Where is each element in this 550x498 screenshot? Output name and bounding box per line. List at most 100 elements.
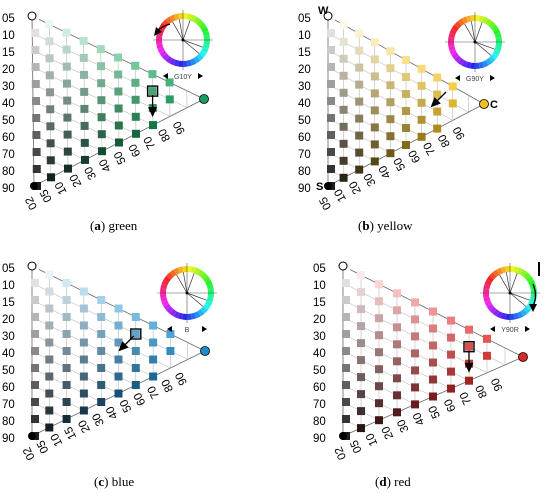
blackness-tick-label: 10 xyxy=(298,30,311,42)
hue-wheel-segment xyxy=(449,49,457,56)
panel-b: WSC0510152030405060708090051020304050607… xyxy=(298,5,505,212)
wheel-center xyxy=(473,40,477,44)
colour-swatch xyxy=(393,391,401,400)
hue-wheel-segment xyxy=(206,283,214,290)
colour-swatch xyxy=(447,367,455,376)
colour-swatch xyxy=(149,338,158,347)
colour-swatch xyxy=(370,55,379,64)
chromaticness-tick-label: 20 xyxy=(77,418,93,435)
hue-wheel-segment xyxy=(162,53,170,61)
hue-wheel-segment xyxy=(461,60,468,68)
hue-wheel-segment xyxy=(190,266,197,274)
hue-wheel-segment xyxy=(529,283,537,290)
colour-swatch xyxy=(79,287,88,296)
panel-a: 0510152030405060708090020510203040506070… xyxy=(2,10,213,211)
colour-swatch xyxy=(62,296,71,304)
hue-wheel-segment xyxy=(197,269,205,277)
grey-swatch xyxy=(342,347,350,355)
chromaticness-tick-label: 20 xyxy=(68,172,85,189)
hue-code-label: B xyxy=(185,327,190,334)
colour-swatch xyxy=(45,355,54,364)
black-apex-marker xyxy=(324,182,332,190)
colour-swatch xyxy=(393,323,401,332)
blackness-tick-label: 30 xyxy=(313,331,326,343)
colour-swatch xyxy=(417,132,426,141)
hue-wheel-segment xyxy=(203,303,211,311)
prev-hue-icon xyxy=(455,75,460,81)
next-hue-icon xyxy=(202,326,207,332)
hue-needle xyxy=(509,292,527,307)
grey-swatch xyxy=(32,165,41,173)
chromaticness-tick-label: 30 xyxy=(83,164,100,181)
white-apex-marker xyxy=(338,261,348,271)
grey-swatch xyxy=(342,398,350,406)
grid-line xyxy=(31,350,119,394)
colour-swatch xyxy=(339,37,348,46)
colour-swatch xyxy=(45,270,54,279)
hue-wheel-segment xyxy=(186,59,193,67)
colour-swatch xyxy=(411,400,419,409)
colour-swatch xyxy=(370,140,379,149)
chromaticness-tick-label: 90 xyxy=(451,124,468,141)
colour-swatch xyxy=(339,122,348,131)
colour-swatch xyxy=(357,322,365,331)
blackness-tick-label: 40 xyxy=(313,348,326,360)
blackness-tick-label: 70 xyxy=(2,399,15,411)
colour-swatch xyxy=(114,304,123,313)
colour-swatch xyxy=(46,139,55,148)
colour-swatch xyxy=(483,351,491,360)
hue-wheel-segment xyxy=(482,60,489,68)
colour-swatch xyxy=(149,355,158,364)
colour-swatch xyxy=(465,342,473,351)
colour-swatch xyxy=(79,389,88,398)
grey-swatch xyxy=(31,63,40,71)
colour-swatch xyxy=(148,87,157,96)
hue-needle xyxy=(179,19,184,41)
hue-wheel-segment xyxy=(496,311,503,319)
grid-line xyxy=(342,384,398,413)
apex-label-w: W xyxy=(318,5,329,17)
blackness-tick-label: 20 xyxy=(313,314,326,326)
grey-swatch xyxy=(342,279,350,287)
colour-swatch xyxy=(357,356,365,365)
colour-swatch xyxy=(131,112,140,121)
chromaticness-tick-label: 40 xyxy=(104,404,120,421)
blackness-tick-label: 50 xyxy=(2,365,15,377)
colour-swatch xyxy=(433,90,442,99)
colour-swatch xyxy=(417,81,426,90)
grey-swatch xyxy=(327,80,335,88)
colour-swatch xyxy=(339,139,348,148)
grey-swatch xyxy=(327,46,335,54)
colour-swatch xyxy=(339,88,348,97)
colour-swatch xyxy=(411,366,419,375)
colour-swatch xyxy=(45,71,54,80)
blackness-tick-label: 10 xyxy=(2,280,15,292)
blackness-tick-label: 15 xyxy=(298,47,311,59)
white-apex-marker xyxy=(27,261,37,271)
colour-swatch xyxy=(355,29,364,38)
colour-swatch xyxy=(447,350,455,359)
colour-swatch xyxy=(393,374,401,383)
colour-swatch xyxy=(62,279,71,287)
colour-swatch xyxy=(63,147,72,156)
colour-swatch xyxy=(80,70,88,79)
grey-swatch xyxy=(327,148,335,156)
colour-swatch xyxy=(62,398,71,406)
colour-swatch xyxy=(355,63,364,72)
black-apex-marker xyxy=(30,182,38,190)
blackness-tick-label: 90 xyxy=(298,183,311,195)
hue-wheel-segment xyxy=(523,306,531,314)
colour-swatch xyxy=(417,98,426,107)
colour-swatch xyxy=(132,129,140,138)
colour-swatch xyxy=(97,296,106,304)
colour-swatch xyxy=(81,155,89,164)
hue-wheel-segment xyxy=(461,16,468,24)
chromaticness-tick-label: 60 xyxy=(442,397,458,414)
colour-swatch xyxy=(131,78,140,87)
hue-wheel-segment xyxy=(493,28,501,35)
colour-swatch xyxy=(417,115,426,124)
grid-line xyxy=(342,350,434,397)
colour-swatch xyxy=(46,122,55,131)
blackness-tick-label: 60 xyxy=(313,382,326,394)
